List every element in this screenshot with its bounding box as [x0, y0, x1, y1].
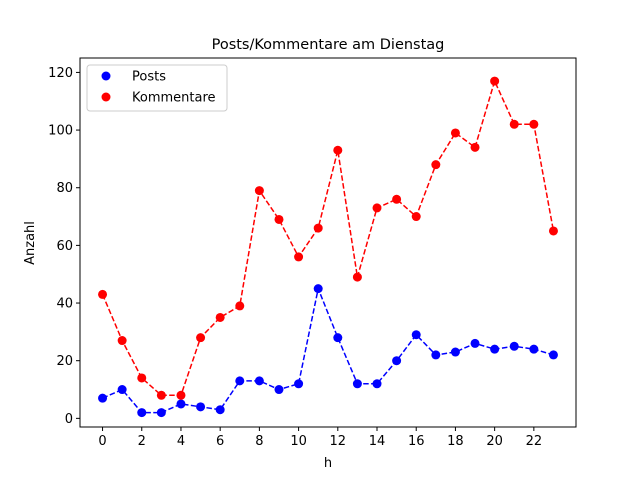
legend-label-kommentare: Kommentare: [132, 91, 216, 106]
data-point-posts: [411, 330, 421, 340]
y-tick-label: 100: [48, 124, 73, 139]
data-point-posts: [431, 350, 441, 360]
data-point-kommentare: [137, 373, 147, 383]
data-point-posts: [117, 385, 127, 395]
data-point-posts: [392, 356, 402, 366]
data-point-posts: [254, 376, 264, 386]
data-point-kommentare: [548, 226, 558, 236]
data-point-kommentare: [215, 312, 225, 322]
data-point-posts: [450, 347, 460, 357]
data-point-posts: [98, 393, 108, 403]
data-point-kommentare: [490, 76, 500, 86]
data-point-posts: [176, 399, 186, 409]
data-point-kommentare: [98, 289, 108, 299]
data-point-posts: [490, 344, 500, 354]
legend-marker-posts: [101, 71, 111, 81]
y-tick-label: 120: [48, 66, 73, 81]
data-point-kommentare: [431, 160, 441, 170]
data-point-posts: [215, 405, 225, 415]
data-point-kommentare: [450, 128, 460, 138]
data-point-kommentare: [235, 301, 245, 311]
x-tick-label: 10: [290, 434, 307, 449]
x-tick-label: 12: [330, 434, 347, 449]
x-axis-label: h: [324, 456, 332, 471]
y-tick-label: 0: [65, 412, 73, 427]
data-point-kommentare: [254, 186, 264, 196]
x-tick-label: 6: [216, 434, 224, 449]
data-point-posts: [529, 344, 539, 354]
data-point-posts: [470, 338, 480, 348]
data-point-posts: [509, 341, 519, 351]
data-point-kommentare: [196, 333, 206, 343]
data-point-posts: [548, 350, 558, 360]
data-point-kommentare: [274, 214, 284, 224]
data-point-kommentare: [117, 336, 127, 346]
chart-title: Posts/Kommentare am Dienstag: [212, 37, 445, 53]
legend: Posts Kommentare: [86, 64, 228, 112]
data-point-kommentare: [294, 252, 304, 262]
data-point-posts: [137, 408, 147, 418]
data-point-kommentare: [509, 119, 519, 129]
y-tick-label: 80: [56, 181, 73, 196]
data-point-kommentare: [313, 223, 323, 233]
x-tick-label: 16: [408, 434, 425, 449]
data-point-kommentare: [352, 272, 362, 282]
data-point-kommentare: [176, 390, 186, 400]
x-axis-ticks: 0 2 4 6 8 10 12 14 16 18 20 22: [98, 427, 542, 449]
y-tick-label: 40: [56, 297, 73, 312]
y-axis-label: Anzahl: [23, 221, 38, 265]
data-point-posts: [235, 376, 245, 386]
data-point-kommentare: [372, 203, 382, 213]
data-point-posts: [274, 385, 284, 395]
plot-frame: [79, 57, 577, 428]
x-tick-label: 22: [526, 434, 543, 449]
y-axis-ticks: 0 20 40 60 80 100 120: [48, 66, 80, 427]
legend-box: [86, 64, 228, 112]
data-point-posts: [313, 284, 323, 294]
x-tick-label: 4: [177, 434, 185, 449]
y-tick-label: 20: [56, 354, 73, 369]
data-point-posts: [333, 333, 343, 343]
x-tick-label: 14: [369, 434, 386, 449]
data-point-posts: [372, 379, 382, 389]
x-tick-label: 8: [255, 434, 263, 449]
x-tick-label: 0: [98, 434, 106, 449]
data-point-posts: [294, 379, 304, 389]
series-layer: [98, 76, 558, 418]
data-point-posts: [352, 379, 362, 389]
data-point-kommentare: [470, 142, 480, 152]
data-point-kommentare: [392, 194, 402, 204]
data-point-kommentare: [411, 212, 421, 222]
x-tick-label: 18: [447, 434, 464, 449]
legend-marker-kommentare: [101, 92, 111, 102]
data-point-kommentare: [333, 145, 343, 155]
data-point-posts: [156, 408, 166, 418]
y-tick-label: 60: [56, 239, 73, 254]
data-point-posts: [196, 402, 206, 412]
data-point-kommentare: [156, 390, 166, 400]
x-tick-label: 2: [138, 434, 146, 449]
x-tick-label: 20: [486, 434, 503, 449]
data-point-kommentare: [529, 119, 539, 129]
legend-label-posts: Posts: [132, 70, 166, 85]
